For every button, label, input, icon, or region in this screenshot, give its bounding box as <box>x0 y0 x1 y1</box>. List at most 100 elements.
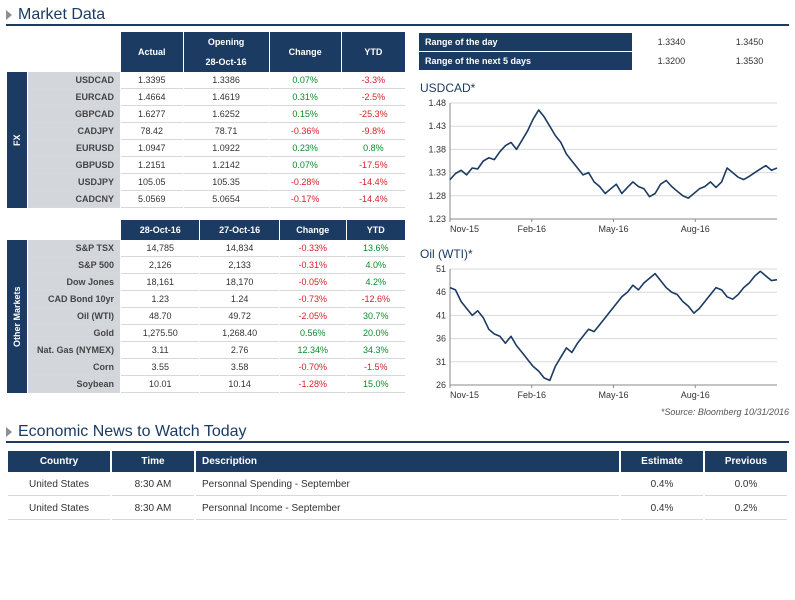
other-row-name: S&P TSX <box>28 240 120 257</box>
other-row-name: Nat. Gas (NYMEX) <box>28 342 120 359</box>
news-est: 0.4% <box>621 498 703 520</box>
fx-actual: 5.0569 <box>121 191 183 208</box>
other-change: -0.05% <box>280 274 346 291</box>
fx-actual: 105.05 <box>121 174 183 191</box>
chevron-right-icon <box>6 427 12 437</box>
other-ytd: -1.5% <box>347 359 405 376</box>
economic-news-header: Economic News to Watch Today <box>6 423 789 443</box>
other-row-name: Soybean <box>28 376 120 393</box>
source-note: *Source: Bloomberg 10/31/2016 <box>418 407 789 417</box>
news-h-desc: Description <box>196 451 619 472</box>
fx-h-change: Change <box>270 32 341 72</box>
other-ytd: 4.2% <box>347 274 405 291</box>
news-time: 8:30 AM <box>112 498 194 520</box>
fx-open: 5.0654 <box>184 191 269 208</box>
svg-text:1.48: 1.48 <box>428 98 446 108</box>
fx-row-name: CADJPY <box>28 123 120 140</box>
news-h-time: Time <box>112 451 194 472</box>
fx-open: 105.35 <box>184 174 269 191</box>
svg-text:1.28: 1.28 <box>428 191 446 201</box>
other-change: 0.56% <box>280 325 346 342</box>
other-v1: 14,785 <box>121 240 199 257</box>
fx-ytd: -9.8% <box>342 123 405 140</box>
usdcad-chart: 1.231.281.331.381.431.48Nov-15Feb-16May-… <box>418 97 783 237</box>
fx-change: 0.07% <box>270 72 341 89</box>
other-v1: 18,161 <box>121 274 199 291</box>
other-h2: 27-Oct-16 <box>200 220 278 240</box>
news-h-country: Country <box>8 451 110 472</box>
other-row-name: Oil (WTI) <box>28 308 120 325</box>
other-row-name: Dow Jones <box>28 274 120 291</box>
oil-chart: 263136414651Nov-15Feb-16May-16Aug-16 <box>418 263 783 403</box>
fx-row-name: EURCAD <box>28 89 120 106</box>
other-v2: 2.76 <box>200 342 278 359</box>
other-v2: 3.58 <box>200 359 278 376</box>
fx-actual: 78.42 <box>121 123 183 140</box>
fx-change: 0.31% <box>270 89 341 106</box>
fx-change: -0.36% <box>270 123 341 140</box>
other-change: -0.70% <box>280 359 346 376</box>
svg-text:26: 26 <box>436 380 446 390</box>
other-ytd: -12.6% <box>347 291 405 308</box>
range-low: 1.3200 <box>633 52 710 70</box>
news-est: 0.4% <box>621 474 703 496</box>
fx-change: 0.07% <box>270 157 341 174</box>
fx-change: -0.28% <box>270 174 341 191</box>
svg-text:Feb-16: Feb-16 <box>517 224 546 234</box>
other-ytd: 15.0% <box>347 376 405 393</box>
other-h4: YTD <box>347 220 405 240</box>
other-v2: 1.24 <box>200 291 278 308</box>
svg-text:51: 51 <box>436 264 446 274</box>
other-v2: 10.14 <box>200 376 278 393</box>
fx-open: 1.4619 <box>184 89 269 106</box>
svg-text:May-16: May-16 <box>598 390 628 400</box>
other-ytd: 34.3% <box>347 342 405 359</box>
other-v2: 2,133 <box>200 257 278 274</box>
fx-open: 78.71 <box>184 123 269 140</box>
fx-ytd: -17.5% <box>342 157 405 174</box>
economic-news-title: Economic News to Watch Today <box>18 423 789 441</box>
svg-text:Nov-15: Nov-15 <box>450 224 479 234</box>
fx-change: 0.23% <box>270 140 341 157</box>
other-h3: Change <box>280 220 346 240</box>
news-desc: Personnal Spending - September <box>196 474 619 496</box>
other-ytd: 20.0% <box>347 325 405 342</box>
news-h-est: Estimate <box>621 451 703 472</box>
other-change: -0.33% <box>280 240 346 257</box>
fx-table: Actual Opening Change YTD 28-Oct-16 FXUS… <box>6 32 406 208</box>
other-ytd: 13.6% <box>347 240 405 257</box>
svg-text:May-16: May-16 <box>598 224 628 234</box>
fx-ytd: -3.3% <box>342 72 405 89</box>
fx-open: 1.3386 <box>184 72 269 89</box>
other-change: -0.73% <box>280 291 346 308</box>
news-desc: Personnal Income - September <box>196 498 619 520</box>
fx-h-open1: Opening <box>184 32 269 52</box>
fx-open: 1.6252 <box>184 106 269 123</box>
other-row-name: CAD Bond 10yr <box>28 291 120 308</box>
other-v1: 1.23 <box>121 291 199 308</box>
fx-row-name: CADCNY <box>28 191 120 208</box>
other-v2: 18,170 <box>200 274 278 291</box>
fx-row-name: GBPUSD <box>28 157 120 174</box>
other-v1: 1,275.50 <box>121 325 199 342</box>
svg-text:41: 41 <box>436 310 446 320</box>
other-table: 28-Oct-16 27-Oct-16 Change YTD Other Mar… <box>6 220 406 393</box>
news-h-prev: Previous <box>705 451 787 472</box>
other-v2: 49.72 <box>200 308 278 325</box>
other-row-name: Corn <box>28 359 120 376</box>
fx-vertical-label: FX <box>7 72 27 208</box>
market-data-header: Market Data <box>6 6 789 26</box>
fx-ytd: -2.5% <box>342 89 405 106</box>
other-ytd: 30.7% <box>347 308 405 325</box>
fx-row-name: EURUSD <box>28 140 120 157</box>
other-row-name: S&P 500 <box>28 257 120 274</box>
svg-text:Nov-15: Nov-15 <box>450 390 479 400</box>
fx-row-name: USDJPY <box>28 174 120 191</box>
range-table: Range of the day1.33401.3450Range of the… <box>418 32 789 71</box>
other-vertical-label: Other Markets <box>7 240 27 393</box>
range-label: Range of the next 5 days <box>419 52 632 70</box>
fx-row-name: USDCAD <box>28 72 120 89</box>
range-label: Range of the day <box>419 33 632 51</box>
fx-actual: 1.2151 <box>121 157 183 174</box>
other-v2: 1,268.40 <box>200 325 278 342</box>
